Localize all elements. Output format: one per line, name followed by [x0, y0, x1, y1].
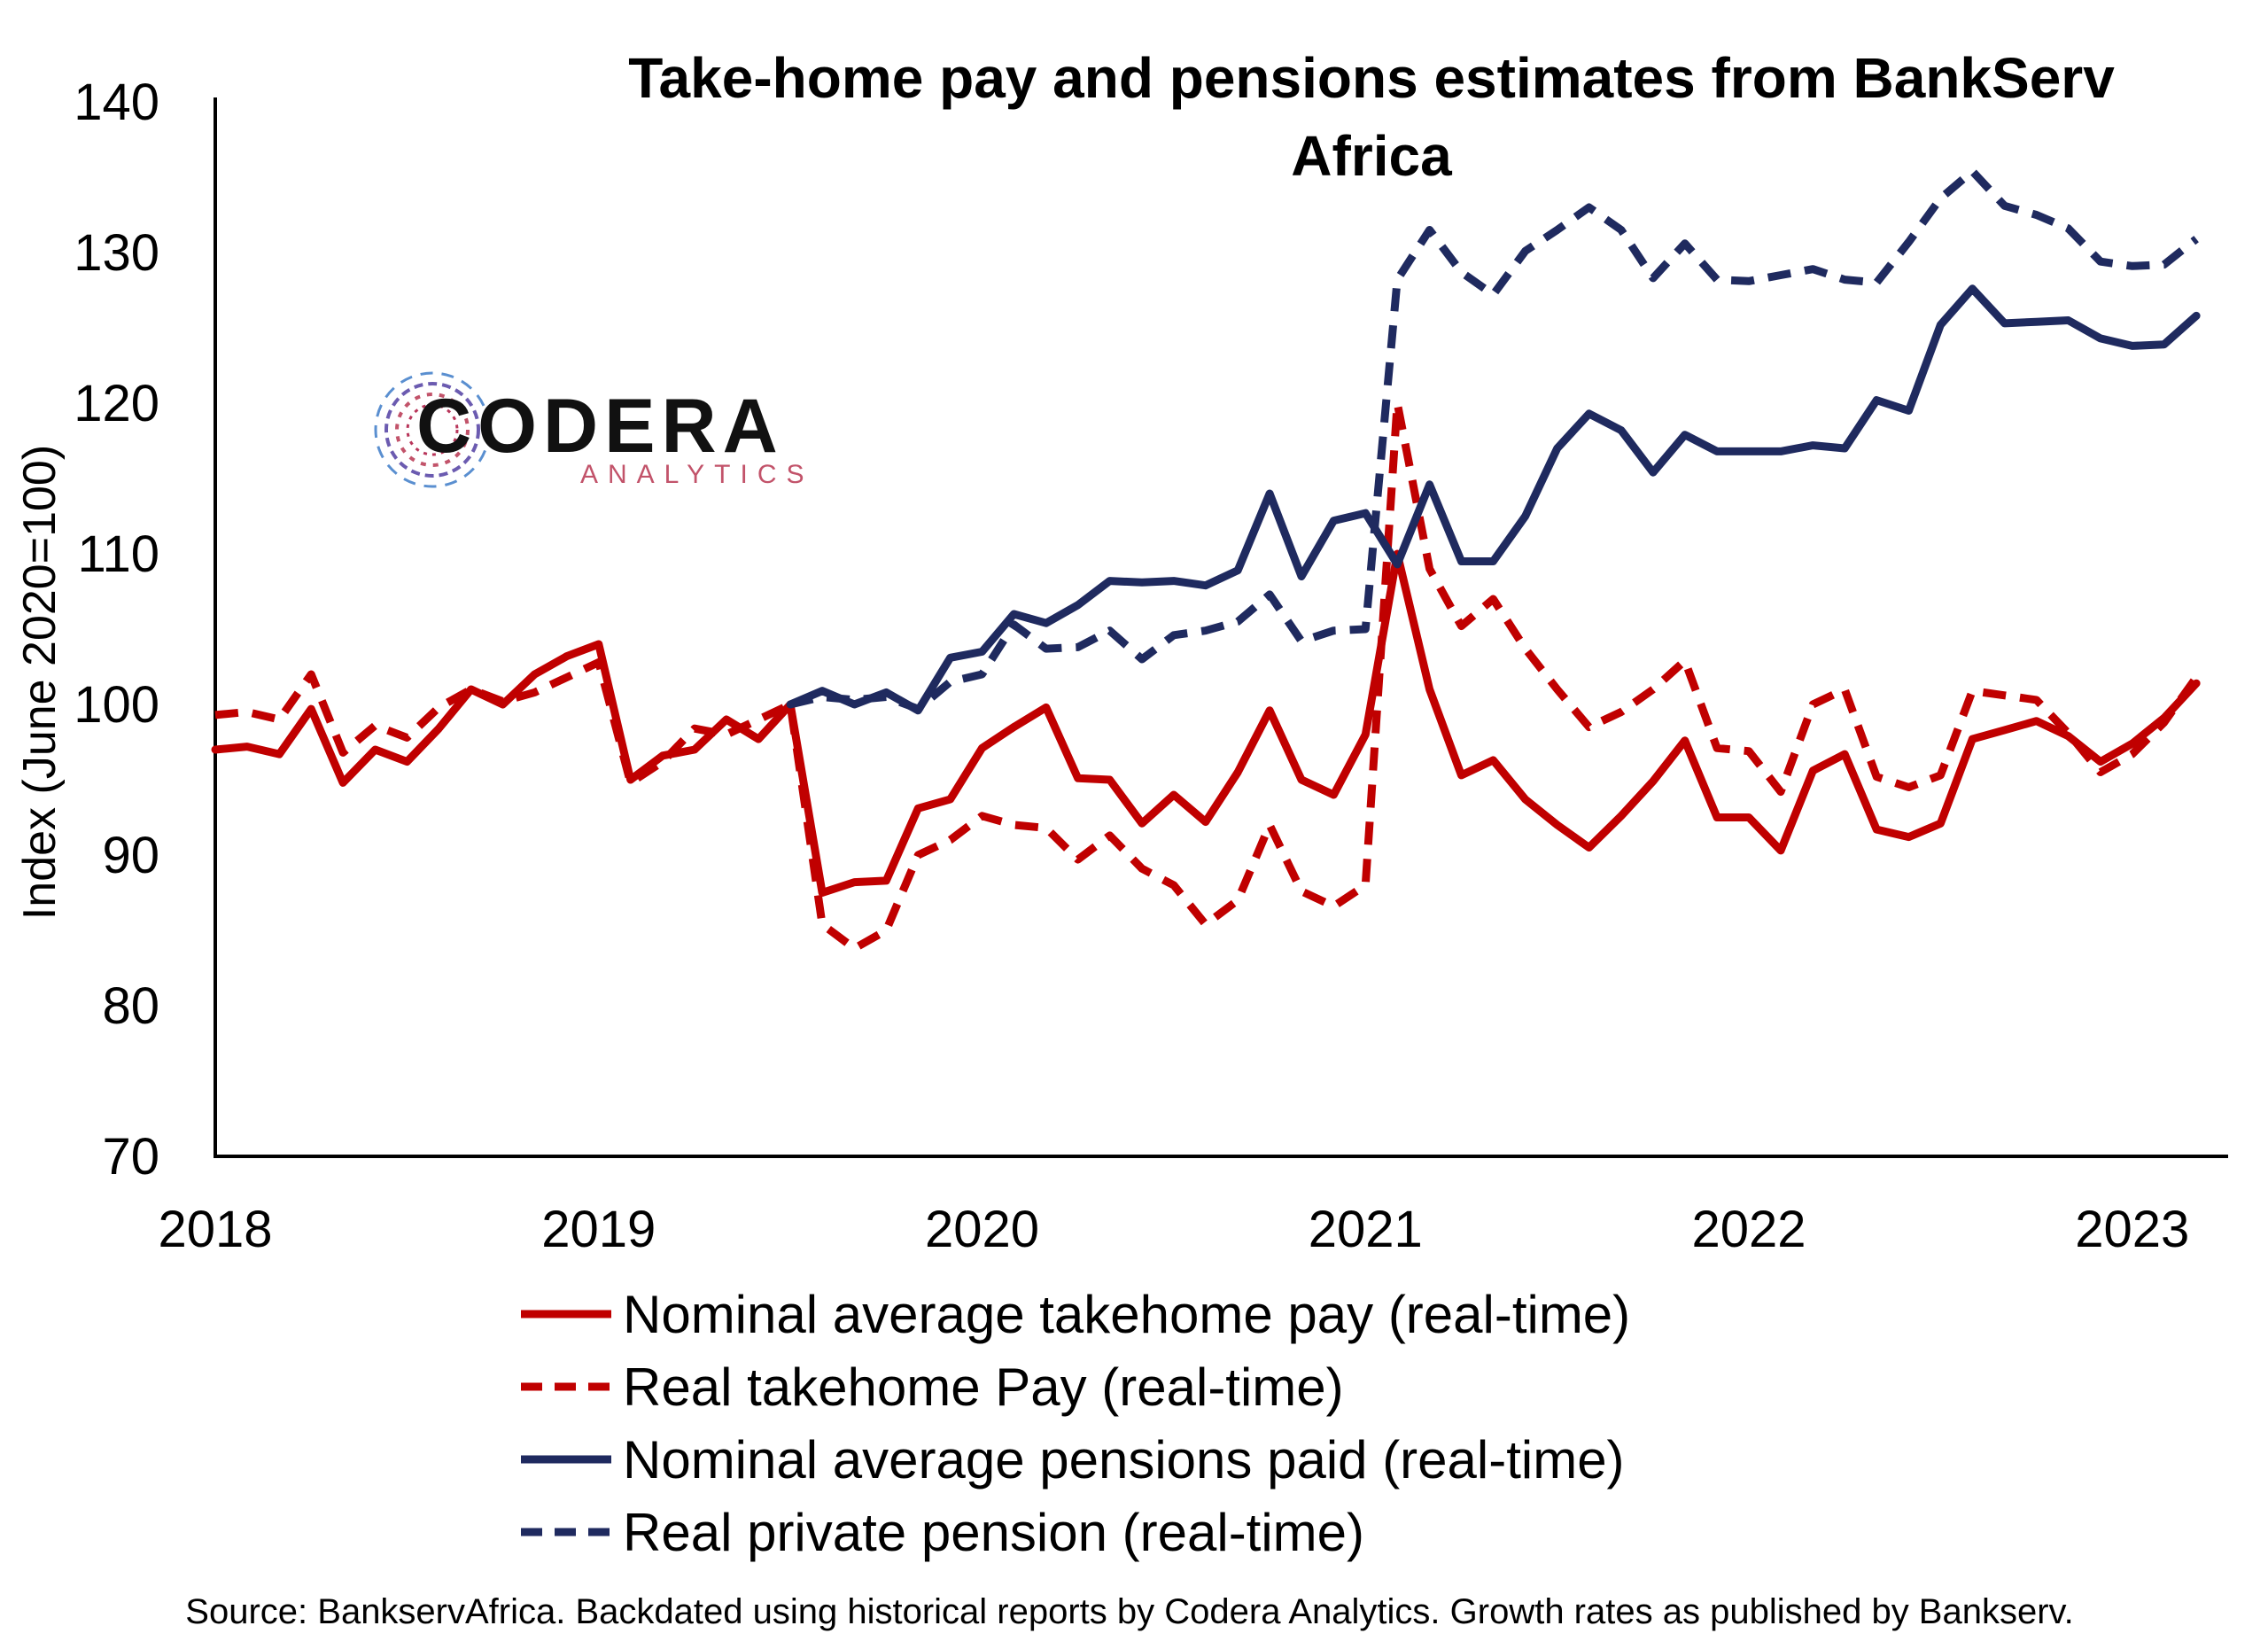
y-tick-label: 90: [102, 827, 159, 884]
legend-label: Nominal average pensions paid (real-time…: [623, 1430, 1625, 1490]
y-tick-label: 110: [78, 525, 159, 583]
legend-label: Real private pension (real-time): [623, 1503, 1364, 1562]
x-tick-labels: 2018 2019 2020 2021 2022 2023: [158, 1201, 2189, 1258]
series-line-4: [789, 167, 2199, 713]
codera-logo: CODERA ANALYTICS: [374, 371, 814, 489]
codera-circuit-ring-logo-icon: [374, 371, 491, 488]
logo-name: CODERA: [416, 384, 784, 469]
series-line-2: [214, 399, 2200, 953]
logo-subtitle: ANALYTICS: [580, 460, 814, 489]
series-line-1: [211, 549, 2201, 897]
x-tick-label: 2021: [1309, 1201, 1423, 1258]
legend-label: Nominal average takehome pay (real-time): [623, 1285, 1630, 1344]
series-lines: [211, 167, 2201, 953]
legend-label: Real takehome Pay (real-time): [623, 1357, 1344, 1417]
chart-title-line-2: Africa: [1291, 124, 1452, 188]
y-tick-label: 100: [74, 676, 159, 734]
x-tick-label: 2020: [925, 1201, 1039, 1258]
series-line-3: [786, 284, 2201, 715]
x-tick-label: 2019: [541, 1201, 656, 1258]
legend: Nominal average takehome pay (real-time)…: [521, 1285, 1630, 1562]
y-tick-label: 120: [74, 375, 159, 432]
x-tick-label: 2023: [2075, 1201, 2189, 1258]
y-tick-label: 130: [74, 224, 159, 282]
source-note: Source: BankservAfrica. Backdated using …: [185, 1592, 2073, 1631]
x-tick-label: 2018: [158, 1201, 272, 1258]
y-axis-title: Index (June 2020=100): [14, 445, 66, 920]
chart-title-line-1: Take-home pay and pensions estimates fro…: [628, 46, 2115, 110]
y-tick-label: 70: [102, 1128, 159, 1186]
y-tick-label: 140: [74, 74, 159, 131]
y-tick-label: 80: [102, 977, 159, 1035]
y-tick-labels: 70 80 90 100 110 120 130 140: [74, 74, 159, 1186]
x-tick-label: 2022: [1692, 1201, 1806, 1258]
